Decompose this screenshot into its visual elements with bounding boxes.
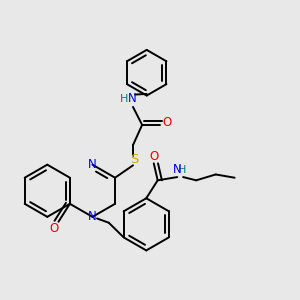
Text: H: H (120, 94, 128, 104)
Text: N: N (173, 164, 182, 176)
Text: N: N (88, 210, 97, 223)
Text: N: N (88, 158, 97, 171)
Text: N: N (128, 92, 137, 105)
Text: S: S (130, 153, 139, 166)
Text: O: O (49, 222, 58, 236)
Text: O: O (163, 116, 172, 129)
Text: H: H (178, 165, 187, 175)
Text: O: O (149, 150, 158, 163)
